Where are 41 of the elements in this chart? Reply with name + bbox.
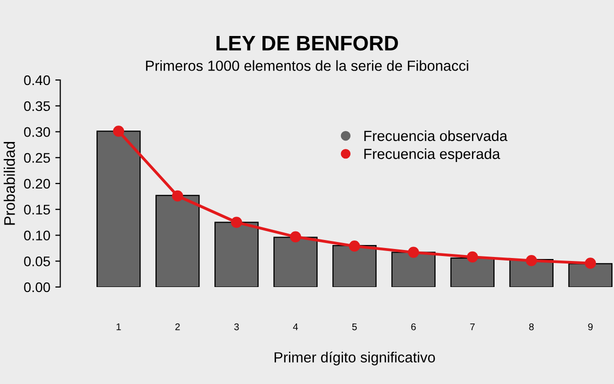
y-axis-title: Probabilidad: [4, 142, 15, 225]
y-tick-label: 0.25: [24, 152, 50, 163]
y-tick-label: 0.35: [24, 101, 50, 112]
bar: [155, 194, 200, 287]
point: [230, 216, 242, 228]
x-tick-label: 9: [588, 323, 593, 330]
chart-title: LEY DE BENFORD: [216, 36, 398, 51]
point: [408, 246, 420, 258]
bar: [450, 257, 495, 287]
x-tick-label: 4: [293, 323, 298, 330]
y-tick-label: 0.05: [24, 256, 50, 266]
x-tick-label: 6: [411, 323, 416, 330]
point: [526, 255, 537, 266]
x-tick-label: 8: [529, 323, 534, 330]
bar: [568, 263, 612, 287]
point: [113, 126, 124, 137]
bar: [96, 130, 141, 287]
x-tick-label: 2: [175, 323, 180, 330]
legend-label: Frecuencia esperada: [364, 148, 500, 162]
point: [466, 251, 478, 263]
bar: [273, 236, 318, 287]
x-tick-label: 3: [234, 323, 239, 330]
y-tick-label: 0.40: [24, 75, 50, 86]
y-tick-label: 0.30: [24, 127, 50, 137]
point: [172, 190, 184, 202]
x-tick-label: 1: [116, 323, 121, 330]
point: [348, 240, 360, 252]
legend-label: Frecuencia observada: [364, 130, 508, 142]
x-axis-title: Primer dígito significativo: [274, 352, 435, 366]
y-tick-label: 0.15: [24, 204, 50, 215]
bar: [214, 222, 259, 287]
bar: [391, 252, 436, 287]
y-tick-label: 0.10: [24, 230, 50, 240]
y-tick-label: 0.20: [24, 178, 50, 189]
chart-subtitle: Primeros 1000 elementos de la serie de Fibonacci: [146, 60, 468, 71]
x-tick-label: 7: [470, 323, 475, 330]
y-tick-label: 0.00: [24, 282, 50, 292]
point: [290, 231, 302, 242]
bar: [332, 245, 377, 287]
point: [584, 258, 596, 269]
x-tick-label: 5: [352, 323, 357, 330]
